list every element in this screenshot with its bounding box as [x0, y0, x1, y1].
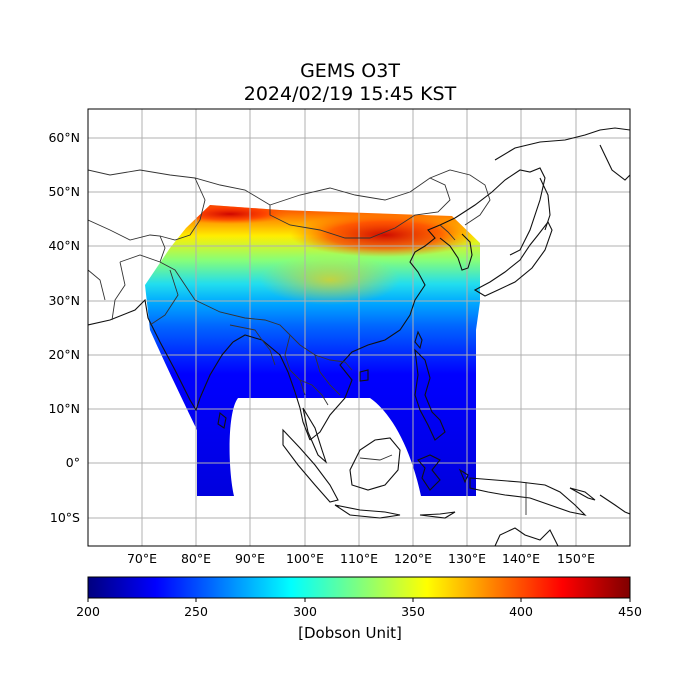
colorbar-tick-450: 450 — [618, 604, 642, 619]
coastlines — [88, 127, 630, 546]
lat-tick-50n: 50°N — [48, 184, 80, 199]
colorbar-tick-400: 400 — [509, 604, 533, 619]
map-title-line2: 2024/02/19 15:45 KST — [243, 83, 457, 105]
colorbar-label: [Dobson Unit] — [298, 624, 402, 642]
lat-tick-20n: 20°N — [48, 347, 80, 362]
country-borders — [88, 169, 527, 515]
lon-tick-110e: 110°E — [339, 551, 379, 566]
colorbar-tick-250: 250 — [184, 604, 208, 619]
colorbar-ticks — [87, 598, 631, 602]
lat-tick-10s: 10°S — [49, 510, 80, 525]
lat-tick-10n: 10°N — [48, 401, 80, 416]
lat-tick-60n: 60°N — [48, 130, 80, 145]
lon-tick-150e: 150°E — [556, 551, 596, 566]
lat-tick-40n: 40°N — [48, 238, 80, 253]
colorbar-tick-200: 200 — [76, 604, 100, 619]
colorbar-tick-350: 350 — [401, 604, 425, 619]
lat-tick-0: 0° — [65, 455, 80, 470]
lon-tick-130e: 130°E — [447, 551, 487, 566]
colorbar — [87, 576, 631, 599]
lon-tick-80e: 80°E — [180, 551, 212, 566]
map-frame — [87, 108, 631, 547]
lon-tick-70e: 70°E — [126, 551, 158, 566]
lat-tick-30n: 30°N — [48, 293, 80, 308]
lon-tick-90e: 90°E — [234, 551, 266, 566]
map-title-line1: GEMS O3T — [300, 60, 400, 82]
gridlines — [88, 109, 630, 546]
lon-tick-100e: 100°E — [285, 551, 325, 566]
lon-tick-140e: 140°E — [501, 551, 541, 566]
colorbar-tick-300: 300 — [293, 604, 317, 619]
lon-tick-120e: 120°E — [393, 551, 433, 566]
